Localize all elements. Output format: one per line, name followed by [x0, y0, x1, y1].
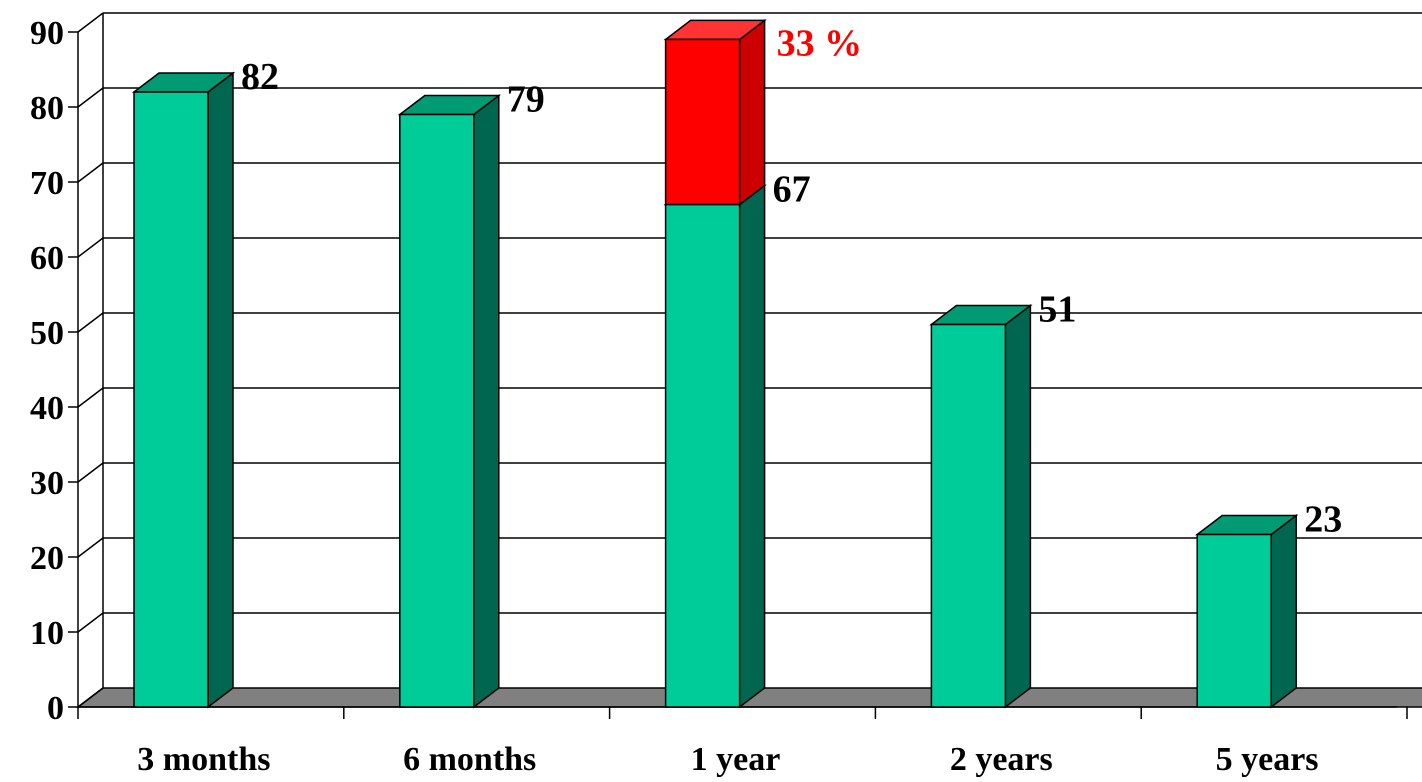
- bar-value-label: 23: [1304, 499, 1342, 541]
- bar-value-label: 67: [773, 169, 811, 211]
- highlight-bar-side: [738, 18, 766, 207]
- bar-value-label: 82: [241, 56, 279, 98]
- bars: [131, 18, 1299, 709]
- labels: 82 3 months 79 6 months 33 % 67 1 year 51 2 year…: [137, 22, 1342, 778]
- bar-side: [1004, 303, 1032, 709]
- x-category-label: 1 year: [691, 741, 781, 778]
- y-tick-label: 60: [30, 240, 64, 277]
- x-category-label: 3 months: [137, 741, 270, 778]
- y-tick-label: 0: [47, 690, 64, 727]
- y-tick-label: 30: [30, 465, 64, 502]
- bar: [399, 113, 475, 708]
- bar: [1196, 533, 1272, 708]
- y-tick-connector: [77, 312, 104, 333]
- y-tick-connector: [77, 462, 104, 483]
- x-category-label: 6 months: [403, 741, 536, 778]
- bar-side: [1270, 513, 1297, 709]
- y-tick-connector: [77, 687, 104, 708]
- bar-side: [738, 183, 766, 709]
- y-tick-connector: [77, 162, 104, 183]
- y-tick-label: 50: [30, 315, 64, 352]
- highlight-bar: [664, 38, 741, 206]
- y-tick-label: 10: [30, 615, 64, 652]
- y-tick-label: 80: [30, 90, 64, 127]
- bar-side: [473, 93, 500, 709]
- bar: [133, 91, 209, 708]
- x-category-label: 5 years: [1216, 741, 1319, 778]
- highlight-value-label: 33 %: [777, 22, 863, 64]
- bar: [930, 323, 1007, 708]
- y-tick-label: 70: [30, 165, 64, 202]
- y-tick-connector: [77, 537, 104, 558]
- bar-value-label: 51: [1038, 289, 1076, 331]
- y-tick-connector: [77, 87, 104, 108]
- bar-side: [207, 71, 234, 709]
- bar-value-label: 79: [507, 79, 545, 121]
- bar: [664, 203, 741, 708]
- x-category-label: 2 years: [950, 741, 1053, 778]
- y-tick-label: 40: [30, 390, 64, 427]
- y-tick-connector: [77, 12, 104, 33]
- y-tick-connector: [77, 387, 104, 408]
- axes: 0 10 20 30 40 50 60 70 80 90: [30, 12, 1408, 727]
- y-tick-label: 90: [30, 15, 64, 52]
- y-tick-label: 20: [30, 540, 64, 577]
- y-tick-connector: [77, 612, 104, 633]
- y-tick-connector: [77, 237, 104, 258]
